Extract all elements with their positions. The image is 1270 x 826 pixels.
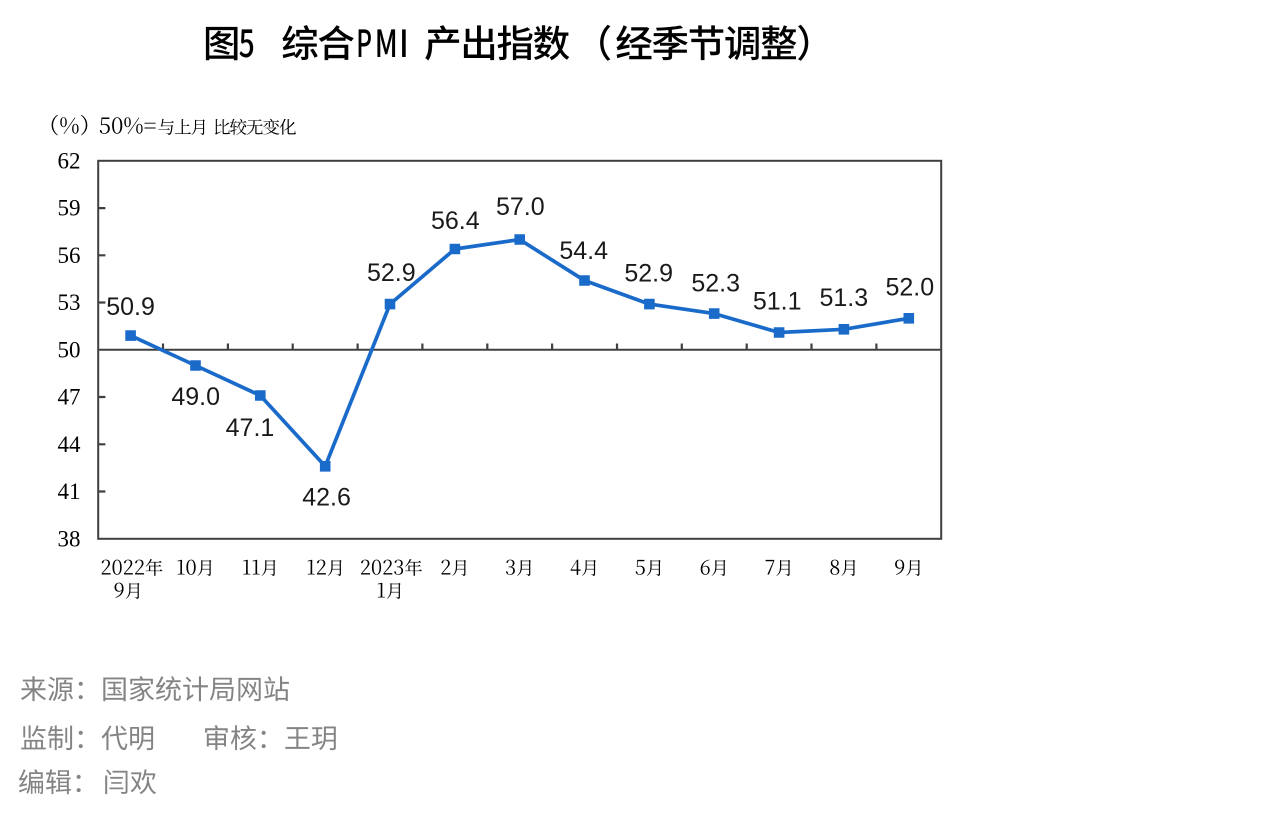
svg-text:52.3: 52.3 (691, 270, 740, 298)
svg-text:50: 50 (58, 337, 81, 362)
svg-text:53: 53 (58, 290, 81, 315)
svg-text:56: 56 (58, 243, 81, 268)
svg-text:44: 44 (58, 432, 82, 457)
svg-text:38: 38 (58, 526, 81, 551)
svg-text:51.3: 51.3 (819, 284, 868, 312)
svg-text:49.0: 49.0 (171, 383, 220, 411)
svg-text:41: 41 (58, 479, 81, 504)
svg-text:62: 62 (58, 148, 81, 173)
svg-text:52.9: 52.9 (624, 260, 673, 288)
svg-text:42.6: 42.6 (302, 484, 351, 512)
svg-text:50.9: 50.9 (106, 293, 155, 321)
svg-text:59: 59 (58, 196, 81, 221)
svg-text:56.4: 56.4 (431, 207, 480, 235)
svg-text:57.0: 57.0 (496, 193, 545, 221)
svg-text:51.1: 51.1 (753, 288, 802, 316)
svg-text:52.9: 52.9 (367, 259, 416, 287)
svg-text:54.4: 54.4 (559, 237, 608, 265)
svg-text:52.0: 52.0 (885, 274, 934, 302)
svg-text:47.1: 47.1 (226, 414, 275, 442)
svg-text:47: 47 (58, 385, 81, 410)
